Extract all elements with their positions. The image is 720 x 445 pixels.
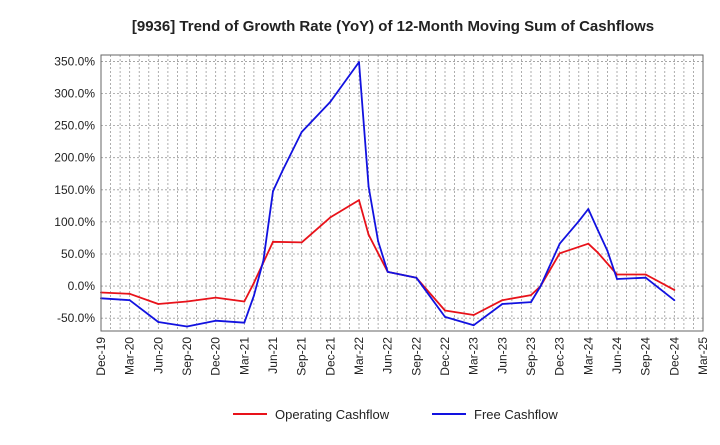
- data-point: [281, 169, 284, 172]
- x-tick-label: Dec-22: [438, 337, 452, 376]
- data-point: [329, 101, 332, 103]
- data-point: [539, 285, 542, 287]
- data-point: [367, 185, 370, 188]
- data-point: [597, 229, 599, 232]
- data-point: [300, 131, 303, 133]
- data-point: [587, 208, 590, 210]
- y-tick-label: 250.0%: [54, 119, 95, 133]
- x-axis-ticks: Dec-19 Mar-20 Jun-20 Sep-20 Dec-20 Mar-21 Jun-…: [94, 337, 710, 376]
- data-point: [386, 271, 389, 273]
- data-point: [186, 325, 188, 328]
- data-point: [243, 321, 246, 324]
- x-tick-label: Sep-21: [295, 337, 309, 376]
- data-point: [214, 319, 217, 322]
- data-point: [472, 324, 475, 327]
- x-tick-label: Jun-24: [610, 337, 624, 374]
- y-tick-label: 0.0%: [68, 279, 96, 293]
- data-point: [157, 303, 160, 305]
- data-point: [253, 282, 255, 284]
- x-tick-label: Mar-25: [696, 337, 710, 375]
- y-tick-label: 350.0%: [54, 54, 95, 68]
- y-tick-label: 200.0%: [54, 151, 95, 165]
- series-lines: [100, 61, 676, 328]
- data-point: [243, 300, 246, 303]
- y-tick-label: 50.0%: [61, 247, 95, 261]
- y-tick-label: 150.0%: [54, 183, 95, 197]
- data-point: [444, 309, 446, 312]
- x-tick-label: Mar-22: [352, 337, 366, 375]
- legend-item: Operating Cashflow: [233, 407, 390, 422]
- data-point: [558, 252, 561, 255]
- data-point: [644, 273, 647, 276]
- data-point: [673, 299, 676, 302]
- data-point: [253, 294, 255, 297]
- data-point: [272, 190, 274, 193]
- x-tick-label: Dec-23: [553, 337, 567, 376]
- data-point: [501, 303, 504, 305]
- data-point: [597, 251, 599, 254]
- x-tick-label: Sep-22: [409, 337, 423, 376]
- data-point: [358, 199, 360, 202]
- data-point: [272, 240, 274, 243]
- data-point: [415, 276, 418, 279]
- data-point: [128, 299, 131, 302]
- series-line: [100, 199, 676, 316]
- data-point: [606, 249, 609, 252]
- series-line: [100, 61, 676, 328]
- legend-label: Operating Cashflow: [275, 407, 390, 422]
- x-tick-label: Sep-24: [639, 337, 653, 376]
- data-point: [444, 316, 446, 318]
- x-tick-label: Mar-24: [581, 337, 595, 375]
- data-point: [128, 292, 131, 295]
- data-point: [214, 296, 217, 299]
- x-tick-label: Sep-20: [180, 337, 194, 376]
- x-tick-label: Jun-22: [381, 337, 395, 374]
- data-point: [644, 276, 647, 279]
- data-point: [587, 242, 590, 245]
- x-tick-label: Dec-24: [667, 337, 681, 376]
- data-point: [577, 220, 580, 223]
- data-point: [329, 216, 332, 219]
- legend-item: Free Cashflow: [432, 407, 558, 422]
- x-tick-label: Dec-21: [323, 337, 337, 376]
- series-free-cashflow: [100, 61, 676, 328]
- y-tick-label: -50.0%: [57, 311, 95, 325]
- x-tick-label: Jun-23: [495, 337, 509, 374]
- y-tick-label: 100.0%: [54, 215, 95, 229]
- data-point: [377, 240, 379, 243]
- grid: [101, 55, 703, 331]
- data-point: [472, 314, 475, 316]
- legend: Operating Cashflow Free Cashflow: [233, 407, 558, 422]
- data-point: [530, 301, 532, 303]
- x-tick-label: Dec-20: [209, 337, 223, 376]
- legend-label: Free Cashflow: [474, 407, 558, 422]
- data-point: [367, 233, 370, 236]
- x-tick-label: Dec-19: [94, 337, 108, 376]
- data-point: [616, 278, 618, 280]
- x-tick-label: Jun-21: [266, 337, 280, 374]
- plot-frame: [100, 54, 704, 332]
- data-point: [157, 321, 160, 323]
- data-point: [358, 61, 360, 63]
- y-tick-label: 300.0%: [54, 87, 95, 101]
- data-point: [530, 294, 532, 296]
- x-tick-label: Mar-23: [467, 337, 481, 375]
- x-tick-label: Mar-21: [237, 337, 251, 375]
- chart-title: [9936] Trend of Growth Rate (YoY) of 12-…: [132, 18, 654, 35]
- data-point: [186, 300, 188, 303]
- data-point: [673, 289, 676, 291]
- y-axis-ticks: 350.0% 300.0% 250.0% 200.0% 150.0% 100.0% 50.0…: [54, 54, 95, 325]
- x-tick-label: Sep-23: [524, 337, 538, 376]
- x-tick-label: Jun-20: [151, 337, 165, 374]
- data-point: [300, 241, 303, 244]
- data-point: [558, 242, 561, 245]
- x-tick-label: Mar-20: [123, 337, 137, 375]
- data-point: [262, 259, 265, 262]
- data-point: [501, 299, 504, 302]
